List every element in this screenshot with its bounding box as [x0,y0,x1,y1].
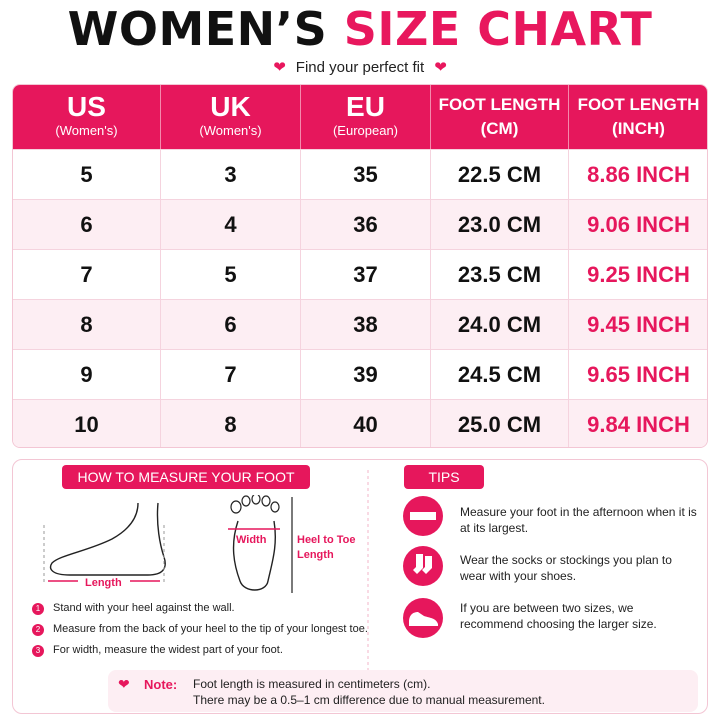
title: WOMEN’S SIZE CHART [0,2,720,56]
heart-icon: ❤ [118,676,130,692]
table-cell: 40 [301,400,431,447]
tip-text: Wear the socks or stockings you plan to … [460,553,672,583]
table-cell: 5 [161,250,301,300]
header-sub: (European) [332,123,399,138]
table-cell: 9.25 INCH [569,250,707,300]
divider [367,470,369,670]
table-cell: 25.0 CM [431,400,569,447]
table-row: 7 5 37 23.5 CM 9.25 INCH [13,249,707,300]
step-number: 1 [32,603,44,615]
table-row: 6 4 36 23.0 CM 9.06 INCH [13,199,707,250]
header-cell: FOOT LENGTH (CM) [431,85,569,149]
table-row: 5 3 35 22.5 CM 8.86 INCH [13,149,707,200]
tips-title: TIPS [404,465,484,489]
step-text: Measure from the back of your heel to th… [53,623,368,635]
table-cell: 22.5 CM [431,150,569,200]
step-number: 3 [32,645,44,657]
table-cell: 6 [161,300,301,350]
table-cell: 9.65 INCH [569,350,707,400]
header-sub: (Women's) [55,123,118,138]
header-sub: (CM) [480,119,519,138]
note-line: There may be a 0.5–1 cm difference due t… [193,693,545,707]
tip-text: Measure your foot in the afternoon when … [460,505,697,535]
width-label: Width [236,534,267,546]
header-cell: UK (Women's) [161,85,301,149]
table-cell: 38 [301,300,431,350]
header-main: UK [210,91,251,122]
table-cell: 39 [301,350,431,400]
table-cell: 9.84 INCH [569,400,707,447]
table-cell: 10 [13,400,161,447]
table-cell: 9.06 INCH [569,200,707,250]
header-main: FOOT LENGTH [577,95,700,114]
subtitle-row: ❤ Find your perfect fit ❤ [0,58,720,76]
table-cell: 9.45 INCH [569,300,707,350]
length-label: Length [85,577,122,589]
table-cell: 4 [161,200,301,250]
side-foot [49,502,166,576]
subtitle: Find your perfect fit [295,59,425,76]
table-cell: 24.0 CM [431,300,569,350]
tip-icons [403,496,443,638]
step-text: For width, measure the widest part of yo… [53,644,283,656]
foot-illustrations [43,495,293,593]
header-sub: (INCH) [612,119,665,138]
table-row: 10 8 40 25.0 CM 9.84 INCH [13,399,707,447]
note-line: Foot length is measured in centimeters (… [193,677,431,691]
table-cell: 5 [13,150,161,200]
title-part2: SIZE CHART [343,2,653,56]
table-cell: 7 [13,250,161,300]
table-cell: 8 [161,400,301,447]
table-cell: 36 [301,200,431,250]
info-panel [12,459,708,714]
table-row: 8 6 38 24.0 CM 9.45 INCH [13,299,707,350]
measure-title: HOW TO MEASURE YOUR FOOT [62,465,310,489]
header-sub: (Women's) [199,123,262,138]
table-cell: 6 [13,200,161,250]
header-main: EU [346,91,385,122]
table-cell: 23.5 CM [431,250,569,300]
header-main: US [67,91,106,122]
toes [230,495,280,514]
size-table: US (Women's) UK (Women's) EU (European) FOOT L… [12,84,708,448]
table-row: 9 7 39 24.5 CM 9.65 INCH [13,349,707,400]
table-cell: 7 [161,350,301,400]
ruler-shape [410,512,436,520]
table-cell: 3 [161,150,301,200]
note-box: ❤ Note: Foot length is measured in centi… [108,670,698,712]
note-label: Note: [144,677,178,692]
header-cell: FOOT LENGTH (INCH) [569,85,707,149]
shoe-shape [409,612,438,626]
table-cell: 24.5 CM [431,350,569,400]
header-cell: US (Women's) [13,85,161,149]
heel-toe-label: Heel to Toe Length [297,534,356,561]
tip-text: If you are between two sizes, we recomme… [460,601,657,631]
socks-shape [413,554,432,574]
table-cell: 8.86 INCH [569,150,707,200]
step-text: Stand with your heel against the wall. [53,602,235,614]
table-cell: 9 [13,350,161,400]
table-cell: 8 [13,300,161,350]
step-number: 2 [32,624,44,636]
header-main: FOOT LENGTH [438,95,561,114]
table-cell: 35 [301,150,431,200]
table-cell: 23.0 CM [431,200,569,250]
heart-icon: ❤ [273,59,286,76]
header-cell: EU (European) [301,85,431,149]
footprint [232,520,277,591]
heart-icon: ❤ [434,59,447,76]
title-part1: WOMEN’S [67,2,328,56]
table-cell: 37 [301,250,431,300]
